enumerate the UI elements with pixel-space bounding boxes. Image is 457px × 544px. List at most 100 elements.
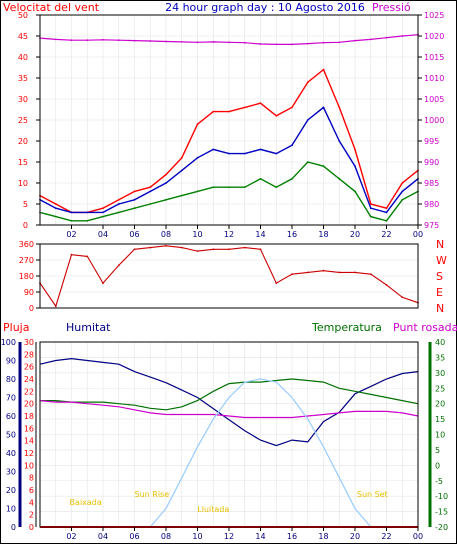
humidity-tick-label: 50 (6, 431, 16, 440)
wind-low-line-point (54, 215, 57, 218)
climate-panel-x-tick-label: 16 (287, 532, 297, 541)
wind-speed-tick-label: 15 (18, 158, 28, 167)
wind-panel-x-tick-label: 16 (287, 230, 297, 239)
wind-gust-line-point (338, 106, 341, 109)
direction-tick-label: 0 (29, 304, 34, 313)
direction-tick-label: 270 (19, 256, 34, 265)
compass-label: S (436, 270, 443, 283)
wind-direction-point (54, 305, 57, 308)
wind-average-line-point (86, 211, 89, 214)
humidity-label: Humitat (66, 321, 111, 334)
wind-low-line-point (243, 186, 246, 189)
humidity-tick-label: 20 (6, 486, 16, 495)
wind-average-line-point (165, 182, 167, 184)
pressure-tick-label: 980 (424, 200, 439, 209)
pressure-tick-label: 1000 (424, 116, 444, 125)
direction-tick-label: 90 (24, 288, 34, 297)
climate-panel-x-tick-label: 14 (255, 532, 265, 541)
temperature-tick-label: 15 (435, 415, 445, 424)
wind-speed-tick-label: 50 (18, 11, 28, 20)
pressure-point (385, 36, 388, 39)
wind-gust-line-point (133, 190, 136, 193)
wind-direction-point (70, 253, 73, 256)
direction-panel-frame (39, 243, 419, 309)
wind-panel-x-tick-label: 14 (255, 230, 265, 239)
event-label: Sun Rise (135, 490, 170, 499)
wind-gust-line-point (243, 106, 246, 109)
compass-label: N (436, 238, 444, 251)
pressure-point (306, 42, 309, 45)
climate-panel-x-tick-label: 02 (66, 532, 76, 541)
temperature-tick-label: 30 (435, 369, 445, 378)
temperature-tick-label: -5 (435, 477, 443, 486)
wind-panel-x-tick-label: 12 (224, 230, 234, 239)
temperature-tick-label: 5 (435, 446, 440, 455)
wind-average-line-point (338, 140, 341, 142)
rain-tick-label: 2 (29, 511, 34, 520)
wind-low-line-point (291, 177, 293, 180)
wind-low-line-point (401, 198, 404, 201)
wind-average-line-point (322, 106, 325, 109)
wind-speed-tick-label: 10 (18, 179, 28, 188)
pressure-point (369, 38, 372, 41)
wind-low-line-point (212, 186, 215, 189)
pressure-point (54, 38, 57, 41)
climate-panel-x-tick-label: 20 (350, 532, 360, 541)
wind-low-line-point (196, 190, 199, 193)
wind-panel-x-tick-label: 00 (413, 230, 423, 239)
wind-speed-tick-label: 40 (18, 53, 28, 62)
wind-low-line-point (117, 211, 120, 214)
pressure-point (243, 41, 246, 44)
wind-average-line-point (196, 156, 199, 159)
wind-direction-point (212, 248, 215, 251)
wind-gust-line-point (322, 68, 325, 71)
wind-average-line-point (369, 207, 372, 210)
wind-average-line-point (102, 211, 104, 214)
rain-tick-label: 10 (24, 461, 34, 470)
climate-panel-x-tick-label: 08 (161, 532, 171, 541)
wind-gust-line-point (149, 186, 152, 189)
pressure-point (133, 39, 136, 42)
pressure-tick-label: 1020 (424, 32, 444, 41)
rain-tick-label: 20 (24, 400, 34, 409)
pressure-point (165, 40, 167, 43)
wind-average-line-point (275, 152, 278, 155)
rain-tick-label: 26 (24, 363, 34, 372)
climate-panel-x-tick-label: 00 (413, 532, 423, 541)
pressure-tick-label: 975 (424, 221, 439, 230)
event-label: Lluitada (197, 505, 229, 514)
wind-gust-line-point (275, 114, 278, 117)
wind-average-line-point (354, 165, 356, 168)
climate-panel-x-tick-label: 10 (192, 532, 202, 541)
chart-title: 24 hour graph day : 10 Agosto 2016 (165, 1, 365, 14)
temperature-tick-label: -15 (435, 508, 448, 517)
rain-tick-label: 0 (29, 523, 34, 532)
wind-direction-point (117, 264, 120, 267)
sun-curve (149, 378, 372, 528)
direction-tick-label: 360 (19, 240, 34, 249)
wind-average-line-point (212, 148, 215, 151)
rain-tick-label: 6 (29, 486, 34, 495)
wind-gust-line-point (369, 203, 372, 205)
pressure-tick-label: 990 (424, 158, 439, 167)
climate-panel-x-tick-label: 18 (318, 532, 328, 541)
humidity-tick-label: 10 (6, 505, 16, 514)
wind-speed-tick-label: 35 (18, 74, 28, 83)
wind-gust-line-point (385, 207, 388, 210)
rain-label: Pluja (3, 321, 29, 334)
humidity-tick-label: 80 (6, 375, 16, 384)
rain-tick-label: 16 (24, 424, 34, 433)
wind-average-line-point (149, 190, 152, 193)
pressure-tick-label: 1010 (424, 74, 444, 83)
rain-tick-label: 12 (24, 449, 34, 458)
compass-label: W (436, 254, 447, 267)
pressure-point (322, 41, 325, 44)
wind-low-line-point (86, 219, 89, 222)
rain-tick-label: 22 (24, 387, 34, 396)
pressure-tick-label: 1025 (424, 11, 444, 20)
pressure-point (275, 43, 278, 46)
climate-panel-x-tick-label: 12 (224, 532, 234, 541)
pressure-point (291, 43, 293, 46)
wind-average-line-point (70, 211, 73, 214)
